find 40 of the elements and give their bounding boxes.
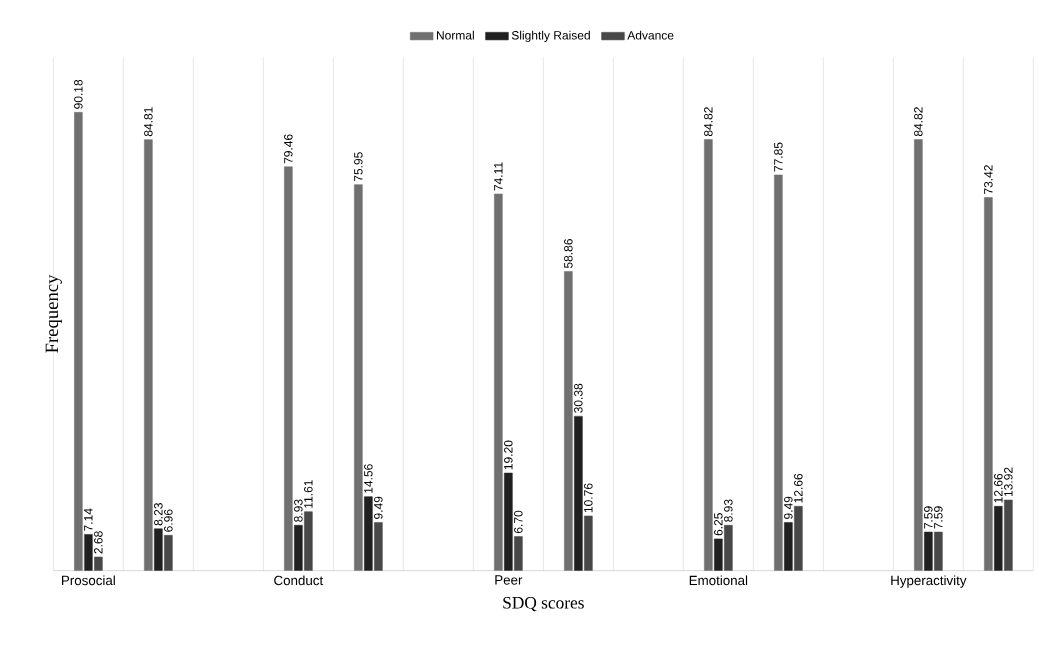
legend-label: Normal — [436, 30, 474, 40]
legend-label: Advance — [627, 30, 674, 40]
data-label: 12.66 — [794, 473, 803, 503]
data-label: 19.20 — [504, 440, 513, 470]
data-label: 10.76 — [584, 483, 593, 513]
x-tick-label: Conduct — [274, 575, 324, 586]
data-label: 2.68 — [94, 531, 103, 554]
x-tick-label: Emotional — [689, 575, 748, 586]
data-label: 90.18 — [74, 79, 83, 109]
data-label: 8.93 — [724, 499, 733, 522]
data-label: 7.59 — [934, 506, 943, 529]
x-tick-label: Hyperactivity — [891, 575, 967, 588]
data-label: 77.85 — [774, 142, 783, 172]
x-tick-label: Peer — [495, 575, 523, 585]
data-label: 9.49 — [374, 496, 383, 519]
x-tick-label: Prosocial — [62, 575, 115, 586]
y-axis-title: Frequency — [45, 274, 62, 353]
data-label: 84.82 — [704, 107, 713, 137]
data-label: 74.11 — [494, 162, 503, 191]
data-label: 14.56 — [364, 464, 373, 493]
data-label: 7.59 — [924, 506, 933, 529]
data-label: 84.82 — [914, 107, 923, 137]
data-label: 8.93 — [294, 499, 303, 522]
data-label: 7.14 — [84, 508, 93, 531]
data-label: 30.38 — [574, 383, 583, 413]
data-label: 12.66 — [994, 473, 1003, 503]
data-label: 6.70 — [514, 510, 523, 534]
data-label: 9.49 — [784, 496, 793, 519]
data-label: 73.42 — [984, 165, 993, 194]
data-label: 11.61 — [304, 480, 313, 508]
data-label: 79.46 — [284, 134, 293, 164]
data-label: 84.81 — [144, 107, 153, 137]
data-label: 58.86 — [564, 239, 573, 269]
legend-label: Slightly Raised — [511, 30, 590, 42]
data-label: 6.96 — [164, 509, 173, 532]
x-axis-title: SDQ scores — [503, 596, 584, 612]
data-label: 6.25 — [714, 513, 723, 536]
data-label: 13.92 — [1004, 467, 1013, 497]
data-label: 8.23 — [154, 503, 163, 526]
data-label: 75.95 — [354, 152, 363, 182]
